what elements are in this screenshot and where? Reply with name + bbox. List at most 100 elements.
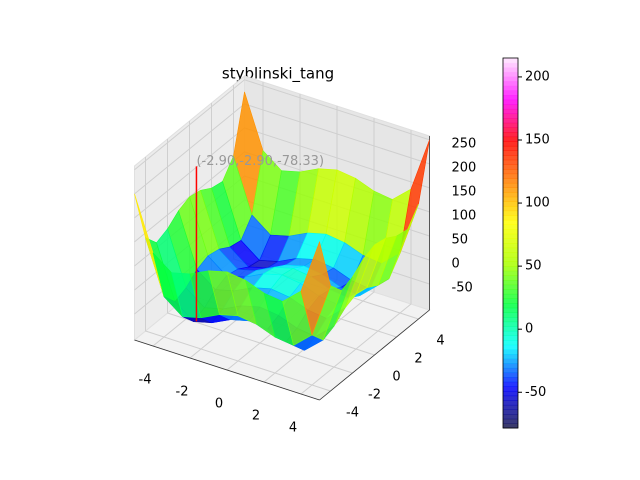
colorbar-swatch	[503, 280, 518, 286]
colorbar-tick-label: 200	[525, 69, 550, 84]
colorbar-swatch	[503, 210, 518, 216]
y-tick-label: -4	[346, 406, 359, 421]
colorbar-swatch	[503, 76, 518, 82]
colorbar-swatch	[503, 122, 518, 128]
colorbar-swatch	[503, 363, 518, 369]
x-tick-label: 2	[252, 409, 260, 424]
y-axis	[319, 309, 430, 401]
colorbar-swatch	[503, 404, 518, 410]
colorbar-swatch	[503, 104, 518, 110]
colorbar-swatch	[503, 326, 518, 332]
x-tick-label: 0	[215, 397, 223, 412]
colorbar-swatch	[503, 192, 518, 198]
colorbar-swatch	[503, 377, 518, 383]
grid-line	[167, 139, 353, 374]
grid-line	[134, 79, 430, 171]
colorbar-swatch	[503, 395, 518, 401]
y-tick-label: 0	[392, 370, 400, 385]
colorbar-tick-label: 50	[525, 259, 542, 274]
colorbar-tick-label: 150	[525, 132, 550, 147]
x-tick-label: -2	[176, 385, 189, 400]
colorbar-swatch	[503, 349, 518, 355]
z-tick-label: -50	[452, 281, 473, 296]
colorbar-swatch	[503, 201, 518, 207]
colorbar-swatch	[503, 145, 518, 151]
colorbar-swatch	[503, 307, 518, 313]
surface-patch	[300, 240, 331, 337]
colorbar-swatch	[503, 418, 518, 424]
colorbar-swatch	[503, 344, 518, 350]
colorbar-swatch	[503, 182, 518, 188]
colorbar-swatch	[503, 215, 518, 221]
colorbar-swatch	[503, 196, 518, 202]
grid-line	[263, 118, 375, 383]
z-tick-label: 150	[452, 184, 477, 199]
colorbar-swatch	[503, 206, 518, 212]
colorbar-swatch	[503, 409, 518, 415]
colorbar-swatch	[503, 381, 518, 387]
colorbar-swatch	[503, 266, 518, 272]
z-tick-label: 200	[452, 160, 477, 175]
colorbar-swatch	[503, 317, 518, 323]
colorbar-swatch	[503, 372, 518, 378]
colorbar-tick-label: 0	[525, 322, 533, 337]
colorbar-swatch	[503, 219, 518, 225]
colorbar-swatch	[503, 335, 518, 341]
colorbar-swatch	[503, 229, 518, 235]
colorbar-swatch	[503, 169, 518, 175]
colorbar-swatch	[503, 108, 518, 114]
y-tick-label: -2	[368, 388, 381, 403]
colorbar-swatch	[503, 141, 518, 147]
colorbar-swatch	[503, 321, 518, 327]
y-tick-label: 4	[436, 334, 444, 349]
grid-line	[145, 157, 331, 392]
colorbar-tick-label: 100	[525, 196, 550, 211]
colorbar-swatch	[503, 159, 518, 165]
colorbar-swatch	[503, 256, 518, 262]
colorbar-swatch	[503, 358, 518, 364]
x-tick-label: 4	[289, 421, 297, 436]
colorbar-swatch	[503, 261, 518, 267]
colorbar-swatch	[503, 113, 518, 119]
colorbar-swatch	[503, 81, 518, 87]
colorbar-swatch	[503, 187, 518, 193]
colorbar-swatch	[503, 386, 518, 392]
colorbar-swatch	[503, 67, 518, 73]
colorbar-swatch	[503, 85, 518, 91]
colorbar-swatch	[503, 178, 518, 184]
colorbar-swatch	[503, 284, 518, 290]
colorbar-swatch	[503, 289, 518, 295]
colorbar-swatch	[503, 99, 518, 105]
colorbar-swatch	[503, 423, 518, 429]
x-tick-label: -4	[139, 373, 152, 388]
colorbar-swatch	[503, 275, 518, 281]
colorbar-swatch	[503, 354, 518, 360]
x-axis	[134, 339, 320, 401]
z-tick-label: 0	[452, 257, 460, 272]
colorbar-swatch	[503, 367, 518, 373]
colorbar-swatch	[503, 400, 518, 406]
colorbar-swatch	[503, 414, 518, 420]
z-tick-label: 50	[452, 232, 469, 247]
colorbar-swatch	[503, 127, 518, 133]
colorbar-swatch	[503, 270, 518, 276]
colorbar-swatch	[503, 71, 518, 77]
grid-line	[300, 130, 412, 395]
colorbar-swatch	[503, 293, 518, 299]
colorbar-swatch	[503, 298, 518, 304]
colorbar-swatch	[503, 312, 518, 318]
colorbar-swatch	[503, 330, 518, 336]
colorbar-tick-label: -50	[525, 385, 546, 400]
z-tick-label: 100	[452, 208, 477, 223]
colorbar-swatch	[503, 155, 518, 161]
colorbar-swatch	[503, 238, 518, 244]
annotation: (-2.90,-2.90,-78.33)	[196, 154, 324, 169]
colorbar-swatch	[503, 118, 518, 124]
colorbar-swatch	[503, 164, 518, 170]
colorbar-swatch	[503, 243, 518, 249]
colorbar-swatch	[503, 303, 518, 309]
colorbar-swatch	[503, 224, 518, 230]
colorbar-swatch	[503, 58, 518, 64]
colorbar-swatch	[503, 340, 518, 346]
